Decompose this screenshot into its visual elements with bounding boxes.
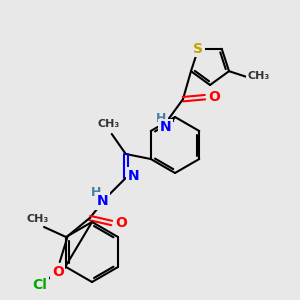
Text: H: H — [156, 112, 166, 125]
Text: S: S — [193, 42, 203, 56]
Text: CH₃: CH₃ — [98, 119, 120, 129]
Text: O: O — [115, 216, 127, 230]
Text: N: N — [160, 120, 172, 134]
Text: CH₃: CH₃ — [27, 214, 49, 224]
Text: Cl: Cl — [33, 278, 47, 292]
Text: H: H — [91, 185, 101, 199]
Text: CH₃: CH₃ — [248, 71, 270, 81]
Text: O: O — [208, 90, 220, 104]
Text: N: N — [97, 194, 109, 208]
Text: N: N — [128, 169, 140, 183]
Text: O: O — [52, 265, 64, 279]
